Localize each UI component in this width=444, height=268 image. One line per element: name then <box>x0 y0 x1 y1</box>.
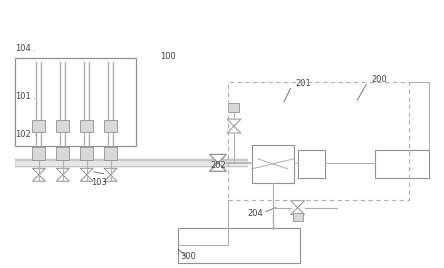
Bar <box>252 145 293 183</box>
Text: 204: 204 <box>248 209 264 218</box>
Polygon shape <box>210 154 226 163</box>
Polygon shape <box>32 175 45 181</box>
Polygon shape <box>32 168 45 175</box>
Bar <box>80 120 93 132</box>
Polygon shape <box>210 163 226 171</box>
Polygon shape <box>104 168 117 175</box>
Text: 101: 101 <box>15 92 31 101</box>
Bar <box>228 82 409 200</box>
Bar <box>80 147 93 160</box>
Text: 201: 201 <box>296 79 311 88</box>
Polygon shape <box>56 175 69 181</box>
Text: 300: 300 <box>180 252 196 261</box>
Bar <box>32 147 45 160</box>
Bar <box>297 150 325 178</box>
Bar <box>178 228 300 263</box>
Polygon shape <box>291 201 305 208</box>
Text: 202: 202 <box>210 161 226 170</box>
Polygon shape <box>291 208 305 215</box>
Polygon shape <box>80 175 93 181</box>
Polygon shape <box>227 119 241 126</box>
Bar <box>104 120 117 132</box>
Text: 102: 102 <box>15 131 31 140</box>
Bar <box>229 103 239 112</box>
Polygon shape <box>227 126 241 133</box>
Bar <box>15 58 136 146</box>
Bar <box>32 120 45 132</box>
Text: 103: 103 <box>91 178 107 187</box>
Text: 200: 200 <box>371 75 387 84</box>
Polygon shape <box>104 175 117 181</box>
Text: 104: 104 <box>15 44 31 53</box>
Bar <box>293 213 302 221</box>
Polygon shape <box>56 168 69 175</box>
Bar <box>375 150 429 178</box>
Bar <box>56 120 69 132</box>
Bar <box>104 147 117 160</box>
Bar <box>56 147 69 160</box>
Text: 100: 100 <box>160 52 176 61</box>
Polygon shape <box>80 168 93 175</box>
